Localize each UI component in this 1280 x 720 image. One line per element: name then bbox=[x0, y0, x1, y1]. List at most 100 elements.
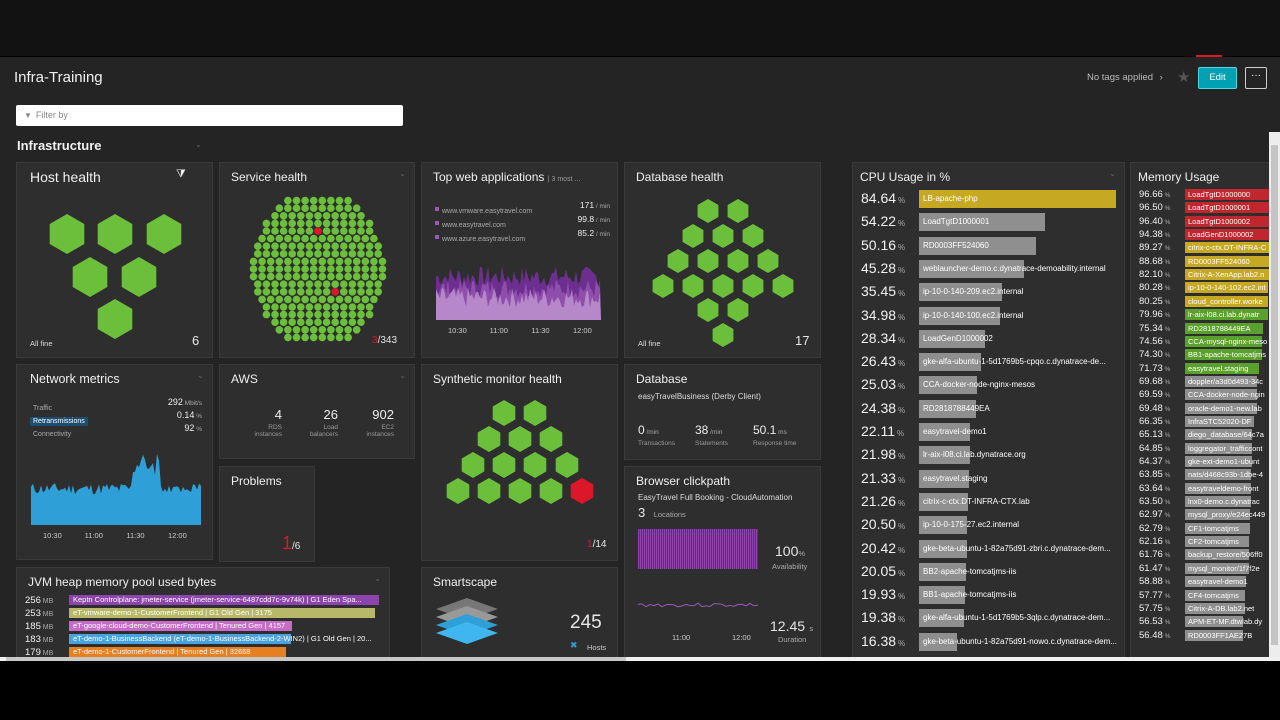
service-hexagon[interactable] bbox=[335, 234, 344, 243]
service-hexagon[interactable] bbox=[284, 295, 292, 304]
synthetic-hexagon[interactable] bbox=[539, 426, 563, 452]
chevron-down-icon[interactable]: ⌄ bbox=[197, 371, 204, 380]
service-hexagon[interactable] bbox=[318, 265, 327, 273]
horizontal-scrollbar[interactable] bbox=[0, 657, 1280, 661]
service-hexagon[interactable] bbox=[305, 318, 314, 326]
service-hexagon[interactable] bbox=[365, 280, 374, 288]
database-hexagon[interactable] bbox=[712, 323, 734, 347]
service-hexagon[interactable] bbox=[322, 227, 331, 235]
cpu-row[interactable]: 19.93% BB1-apache-tomcatjms-iis bbox=[853, 585, 1124, 607]
service-hexagon[interactable] bbox=[352, 234, 361, 243]
host-hexagon[interactable] bbox=[72, 257, 108, 297]
service-hexagon[interactable] bbox=[249, 272, 258, 281]
service-hexagon[interactable] bbox=[275, 272, 284, 281]
service-hexagon[interactable] bbox=[361, 272, 370, 281]
service-hexagon[interactable] bbox=[279, 280, 288, 288]
memory-row[interactable]: 79.96 % lr-aix-l08.ci.lab.dynatr bbox=[1131, 309, 1279, 321]
service-hexagon[interactable] bbox=[327, 295, 335, 304]
database-hexagon[interactable] bbox=[742, 224, 764, 248]
service-hexagon[interactable] bbox=[331, 219, 339, 228]
synthetic-hexagon[interactable] bbox=[492, 400, 516, 426]
service-hexagon[interactable] bbox=[318, 257, 327, 266]
database-metric[interactable]: 50.1 ms Response time bbox=[753, 421, 796, 447]
synthetic-hexagon[interactable] bbox=[555, 452, 579, 478]
memory-row[interactable]: 61.47 % mysql_monitor/1f7f2e bbox=[1131, 562, 1279, 575]
service-hexagon[interactable] bbox=[284, 265, 292, 273]
service-hexagon[interactable] bbox=[271, 227, 279, 235]
service-hexagon[interactable] bbox=[340, 288, 348, 296]
service-hexagon[interactable] bbox=[271, 288, 279, 296]
tile-browser-clickpath[interactable]: Browser clickpath EasyTravel Full Bookin… bbox=[624, 466, 821, 661]
service-hexagon[interactable] bbox=[266, 295, 275, 304]
service-hexagon[interactable] bbox=[344, 272, 352, 281]
service-hexagon[interactable] bbox=[284, 272, 292, 281]
service-hexagon[interactable] bbox=[344, 265, 352, 273]
memory-row[interactable]: 74.30 % BB1-apache-tomcatjms bbox=[1131, 349, 1279, 361]
memory-row[interactable]: 58.88 % easytravel-demo1 bbox=[1131, 576, 1279, 588]
service-hexagon[interactable] bbox=[284, 204, 292, 212]
service-hexagon[interactable] bbox=[331, 288, 339, 296]
service-hexagon[interactable] bbox=[284, 234, 292, 243]
service-hexagon[interactable] bbox=[322, 280, 331, 288]
service-hexagon[interactable] bbox=[318, 196, 327, 205]
jvm-row[interactable]: 253 MB eT-vmware-demo-1-CustomerFrontend … bbox=[25, 608, 395, 619]
service-hexagon[interactable] bbox=[301, 333, 309, 342]
host-hexagon[interactable] bbox=[146, 214, 182, 254]
service-hexagon[interactable] bbox=[314, 219, 322, 228]
service-hexagon[interactable] bbox=[370, 272, 378, 281]
web-app-row[interactable]: www.vmware.easytravel.com 171 / min bbox=[435, 200, 610, 215]
cpu-row[interactable]: 28.34% LoadGenD1000002 bbox=[853, 329, 1124, 351]
service-hexagon[interactable] bbox=[305, 280, 314, 288]
service-hexagon[interactable] bbox=[357, 288, 365, 296]
cpu-row[interactable]: 20.42% gke-beta-ubuntu-1-82a75d91-zbri.c.… bbox=[853, 539, 1124, 561]
service-hexagon[interactable] bbox=[297, 303, 305, 311]
tile-synthetic-monitor-health[interactable]: Synthetic monitor health 1/14 bbox=[421, 364, 618, 561]
synthetic-hexagon[interactable] bbox=[570, 478, 594, 504]
service-hexagon[interactable] bbox=[275, 295, 284, 304]
service-hexagon[interactable] bbox=[340, 280, 348, 288]
cpu-row[interactable]: 26.43% gke-alfa-ubuntu-1-5d1769b5-cpqo.c.… bbox=[853, 352, 1124, 374]
edit-button[interactable]: Edit bbox=[1198, 67, 1237, 89]
service-hexagon[interactable] bbox=[322, 242, 331, 250]
database-hexagon[interactable] bbox=[712, 224, 734, 248]
service-hexagon[interactable] bbox=[331, 250, 339, 258]
service-hexagon[interactable] bbox=[262, 227, 271, 235]
database-hexagon[interactable] bbox=[697, 249, 719, 273]
memory-row[interactable]: 94.38 % LoadGenD1000002 bbox=[1131, 229, 1279, 241]
service-hexagon[interactable] bbox=[348, 310, 357, 319]
service-hexagon[interactable] bbox=[357, 242, 365, 250]
memory-row[interactable]: 62.79 % CF1-tomcatjms bbox=[1131, 522, 1279, 535]
service-hexagon[interactable] bbox=[288, 227, 296, 235]
service-hexagon[interactable] bbox=[331, 280, 339, 288]
tags-link[interactable]: No tags applied › bbox=[1087, 72, 1163, 83]
service-hexagon[interactable] bbox=[254, 250, 262, 258]
service-hexagon[interactable] bbox=[284, 196, 292, 205]
host-hexagon[interactable] bbox=[49, 214, 85, 254]
service-hexagon[interactable] bbox=[327, 234, 335, 243]
database-hexagon[interactable] bbox=[697, 199, 719, 223]
service-hexagon[interactable] bbox=[262, 310, 271, 319]
service-hexagon[interactable] bbox=[271, 318, 279, 326]
web-app-row[interactable]: www.easytravel.com 99.8 / min bbox=[435, 214, 610, 229]
service-hexagon[interactable] bbox=[361, 234, 370, 243]
memory-row[interactable]: 62.16 % CF2-tomcatjms bbox=[1131, 536, 1279, 548]
jvm-row[interactable]: 185 MB eT-google-cloud-demo-CustomerFront… bbox=[25, 621, 395, 632]
memory-row[interactable]: 96.66 % LoadTgtD1000000 bbox=[1131, 189, 1279, 201]
service-hexagon[interactable] bbox=[322, 219, 331, 228]
service-hexagon[interactable] bbox=[340, 212, 348, 220]
service-hexagon[interactable] bbox=[279, 242, 288, 250]
cpu-row[interactable]: 16.38% gke-beta-ubuntu-1-82a75d91-nowo.c.… bbox=[853, 632, 1124, 654]
service-hexagon[interactable] bbox=[361, 265, 370, 273]
service-hexagon[interactable] bbox=[322, 250, 331, 258]
service-hexagon[interactable] bbox=[297, 212, 305, 220]
memory-row[interactable]: 96.50 % LoadTgtD1000001 bbox=[1131, 202, 1279, 214]
service-hexagon[interactable] bbox=[352, 257, 361, 266]
service-hexagon[interactable] bbox=[275, 257, 284, 266]
chevron-down-icon[interactable]: ⌄ bbox=[399, 371, 406, 380]
cpu-row[interactable]: 50.16% RD0003FF524060 bbox=[853, 236, 1124, 258]
service-hexagon[interactable] bbox=[331, 318, 339, 326]
service-hexagon[interactable] bbox=[318, 326, 327, 334]
cpu-row[interactable]: 21.98% lr-aix-l08.ci.lab.dynatrace.org bbox=[853, 445, 1124, 467]
service-hexagon[interactable] bbox=[344, 196, 352, 205]
service-hexagon[interactable] bbox=[357, 280, 365, 288]
